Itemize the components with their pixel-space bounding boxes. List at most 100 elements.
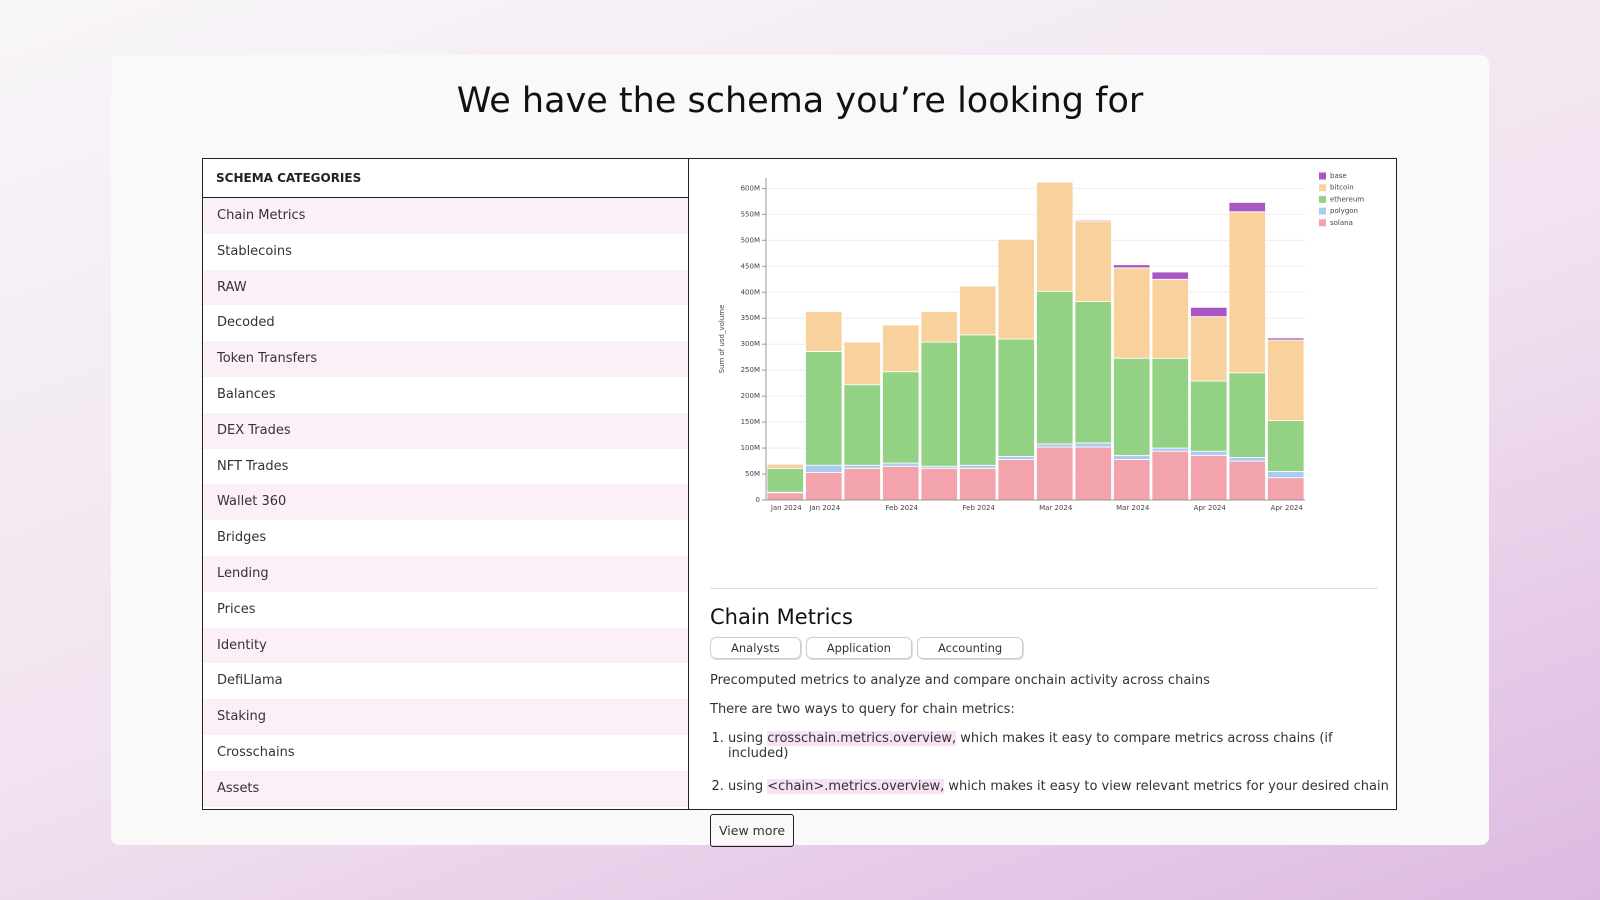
- category-item[interactable]: NFT Trades: [217, 458, 289, 474]
- bar-segment: [1151, 271, 1189, 280]
- bar-segment: [1113, 454, 1151, 460]
- category-item[interactable]: Assets: [203, 770, 688, 807]
- category-item[interactable]: Balances: [217, 386, 276, 402]
- query-list: using crosschain.metrics.overview, which…: [710, 731, 1390, 794]
- y-axis-label: Sum of usd_volume: [718, 305, 726, 374]
- x-tick-label: Apr 2024: [1271, 504, 1304, 512]
- bar-segment: [1190, 316, 1228, 382]
- bar-segment: [997, 338, 1035, 457]
- bar-segment: [959, 285, 997, 336]
- bar-segment: [959, 334, 997, 466]
- bar-segment: [1228, 372, 1266, 458]
- chart: Sum of usd_volume 0 50M 100M 150M 200M 250M 300…: [718, 172, 1364, 512]
- category-item[interactable]: DEX Trades: [203, 412, 688, 449]
- bar-segment: [843, 341, 881, 386]
- bar-segment: [1113, 267, 1151, 359]
- bar-segment: [1036, 181, 1074, 292]
- category-list: Chain Metrics Stablecoins RAW Decoded Token …: [203, 198, 688, 807]
- legend-label: bitcoin: [1330, 184, 1354, 192]
- category-item[interactable]: Decoded: [217, 315, 275, 331]
- query-prefix: using: [728, 731, 764, 746]
- legend-label: ethereum: [1330, 195, 1364, 203]
- y-tick-label: 250M: [741, 366, 760, 374]
- bar-segment: [1190, 450, 1228, 456]
- bar-segment: [959, 467, 997, 501]
- bar-segment: [920, 341, 958, 467]
- tag[interactable]: Accounting: [916, 637, 1024, 659]
- category-item[interactable]: Wallet 360: [203, 484, 688, 521]
- description: Precomputed metrics to analyze and compa…: [710, 673, 1210, 688]
- legend-label: solana: [1330, 219, 1353, 227]
- bar-segment: [1267, 339, 1305, 421]
- bar-segment: [766, 467, 804, 493]
- category-item[interactable]: Identity: [203, 627, 688, 664]
- bar-segment: [959, 464, 997, 469]
- bar-segment: [1036, 446, 1074, 501]
- bar-segment: [843, 467, 881, 501]
- bar-segment: [882, 465, 920, 501]
- bar-segment: [1228, 457, 1266, 462]
- bar-segment: [1036, 290, 1074, 445]
- y-tick-label: 100M: [741, 444, 760, 452]
- category-item[interactable]: Prices: [217, 601, 256, 617]
- legend-swatch: [1319, 184, 1326, 192]
- query-item: using <chain>.metrics.overview, which ma…: [728, 779, 1390, 794]
- tag[interactable]: Application: [805, 637, 912, 659]
- details: Chain Metrics Analysts Application Account…: [710, 605, 1390, 847]
- bar-segment: [1151, 450, 1189, 501]
- bar-segment: [843, 384, 881, 466]
- bar-segment: [766, 492, 804, 501]
- bar-segment: [997, 459, 1035, 501]
- bar-segment: [1113, 264, 1151, 269]
- bar-segment: [843, 464, 881, 469]
- x-tick-label: Feb 2024: [886, 504, 919, 512]
- legend-label: polygon: [1330, 207, 1358, 215]
- legend-swatch: [1319, 172, 1326, 180]
- query-item: using crosschain.metrics.overview, which…: [728, 731, 1390, 761]
- details-title: Chain Metrics: [710, 605, 853, 629]
- category-item[interactable]: Chain Metrics: [203, 198, 688, 234]
- category-item[interactable]: Staking: [203, 699, 688, 735]
- y-tick-label: 0: [756, 496, 760, 504]
- y-tick-label: 50M: [745, 470, 760, 478]
- bar-segment: [1267, 337, 1305, 341]
- category-item[interactable]: Bridges: [217, 530, 267, 546]
- y-tick-label: 600M: [741, 184, 760, 192]
- query-code: crosschain.metrics.overview,: [767, 731, 957, 746]
- x-tick-label: Feb 2024: [963, 504, 996, 512]
- category-item[interactable]: Stablecoins: [217, 243, 292, 259]
- bar-segment: [997, 238, 1035, 340]
- bar-segment: [1074, 442, 1112, 448]
- legend-swatch: [1319, 195, 1326, 203]
- x-tick-label: Mar 2024: [1116, 504, 1150, 512]
- schema-panel: SCHEMA CATEGORIES Chain Metrics Stablecoi…: [202, 158, 1397, 847]
- category-item[interactable]: Lending: [203, 555, 688, 592]
- y-tick-label: 200M: [741, 392, 760, 400]
- bar-segment: [805, 472, 843, 501]
- bar-segment: [1074, 220, 1112, 303]
- view-more-button[interactable]: View more: [710, 814, 795, 847]
- bar-segment: [805, 311, 843, 352]
- x-tick-label: Mar 2024: [1039, 504, 1073, 512]
- tag[interactable]: Analysts: [710, 637, 801, 659]
- category-item[interactable]: DefiLlama: [217, 673, 283, 689]
- y-tick-label: 500M: [741, 236, 760, 244]
- bar-segment: [1151, 278, 1189, 359]
- page-title: We have the schema you’re looking for: [456, 81, 1144, 121]
- x-tick-label: Jan 2024: [808, 504, 840, 512]
- bar-segment: [997, 455, 1035, 460]
- tags: Analysts Application Accounting: [710, 637, 1390, 659]
- category-item[interactable]: RAW: [203, 269, 688, 306]
- y-tick-label: 550M: [741, 210, 760, 218]
- category-item[interactable]: Crosschains: [217, 744, 295, 760]
- bar-segment: [1113, 459, 1151, 501]
- bar-segment: [882, 462, 920, 467]
- y-tick-label: 150M: [741, 418, 760, 426]
- bar-segment: [1151, 447, 1189, 452]
- category-item[interactable]: Token Transfers: [203, 341, 688, 377]
- bar-segment: [1228, 202, 1266, 213]
- legend-swatch: [1319, 219, 1326, 227]
- bar-segment: [766, 463, 804, 469]
- query-suffix: which makes it easy to view relevant met…: [948, 779, 1389, 794]
